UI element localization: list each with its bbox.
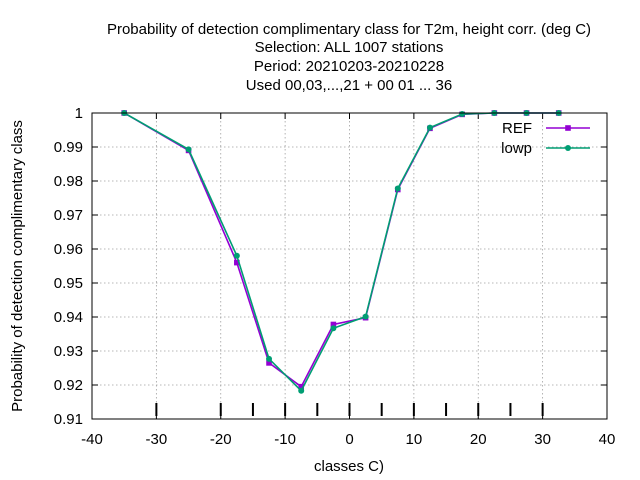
x-tick-label: 10: [406, 431, 423, 448]
y-tick-label: 0.98: [54, 173, 83, 190]
x-tick-labels: -40 -30 -20 -10 0 10 20 30 40: [81, 431, 615, 448]
y-tick-label: 0.93: [54, 343, 83, 360]
x-tick-label: -30: [146, 431, 168, 448]
y-tick-label: 0.96: [54, 241, 83, 258]
series-line: [123, 112, 559, 388]
data-point: [298, 383, 305, 390]
legend-entry: REF: [502, 120, 590, 137]
x-tick-label: 30: [534, 431, 551, 448]
y-tick-label: 1: [75, 105, 83, 122]
x-axis-label: classes C): [314, 458, 384, 475]
data-point: [185, 146, 192, 153]
y-tick-label: 0.91: [54, 411, 83, 428]
data-point: [266, 355, 273, 362]
y-tick-labels: 0.91 0.92 0.93 0.94 0.95 0.96 0.97 0.98 0.99 1: [54, 105, 83, 428]
legend-marker: [565, 145, 571, 151]
grid: [92, 113, 607, 419]
legend-marker: [565, 125, 571, 131]
data-point: [459, 111, 466, 118]
x-tick-label: -20: [210, 431, 232, 448]
title-line-2: Selection: ALL 1007 stations: [255, 39, 444, 56]
plot-frame: [91, 112, 608, 420]
chart-title: Probability of detection complimentary c…: [107, 21, 591, 94]
data-point: [266, 360, 272, 366]
y-tick-label: 0.92: [54, 377, 83, 394]
data-point: [233, 252, 240, 259]
title-line-4: Used 00,03,...,21 + 00 01 ... 36: [246, 77, 452, 94]
title-line-3: Period: 20210203-20210228: [254, 58, 444, 75]
x-tick-label: -40: [81, 431, 103, 448]
data-point: [330, 325, 337, 332]
data-point: [298, 387, 305, 394]
x-tick-label: 20: [470, 431, 487, 448]
data-point: [234, 259, 240, 266]
y-tick-label: 0.95: [54, 275, 83, 292]
legend-label: REF: [502, 120, 532, 137]
data-point: [426, 124, 433, 131]
data-point: [394, 185, 401, 192]
title-line-1: Probability of detection complimentary c…: [107, 21, 591, 38]
y-tick-label: 0.94: [54, 309, 83, 326]
legend-label: lowp: [501, 140, 532, 157]
x-tick-label: 40: [599, 431, 616, 448]
data-point: [330, 321, 337, 328]
legend-entry: lowp: [501, 140, 590, 157]
legend: REF lowp: [501, 120, 590, 157]
y-tick-label: 0.99: [54, 139, 83, 156]
x-tick-label: 0: [345, 431, 353, 448]
x-tick-label: -10: [274, 431, 296, 448]
data-point: [362, 313, 369, 320]
y-axis-label: Probability of detection complimentary c…: [9, 120, 26, 412]
series-line: [123, 112, 559, 393]
y-tick-label: 0.97: [54, 207, 83, 224]
